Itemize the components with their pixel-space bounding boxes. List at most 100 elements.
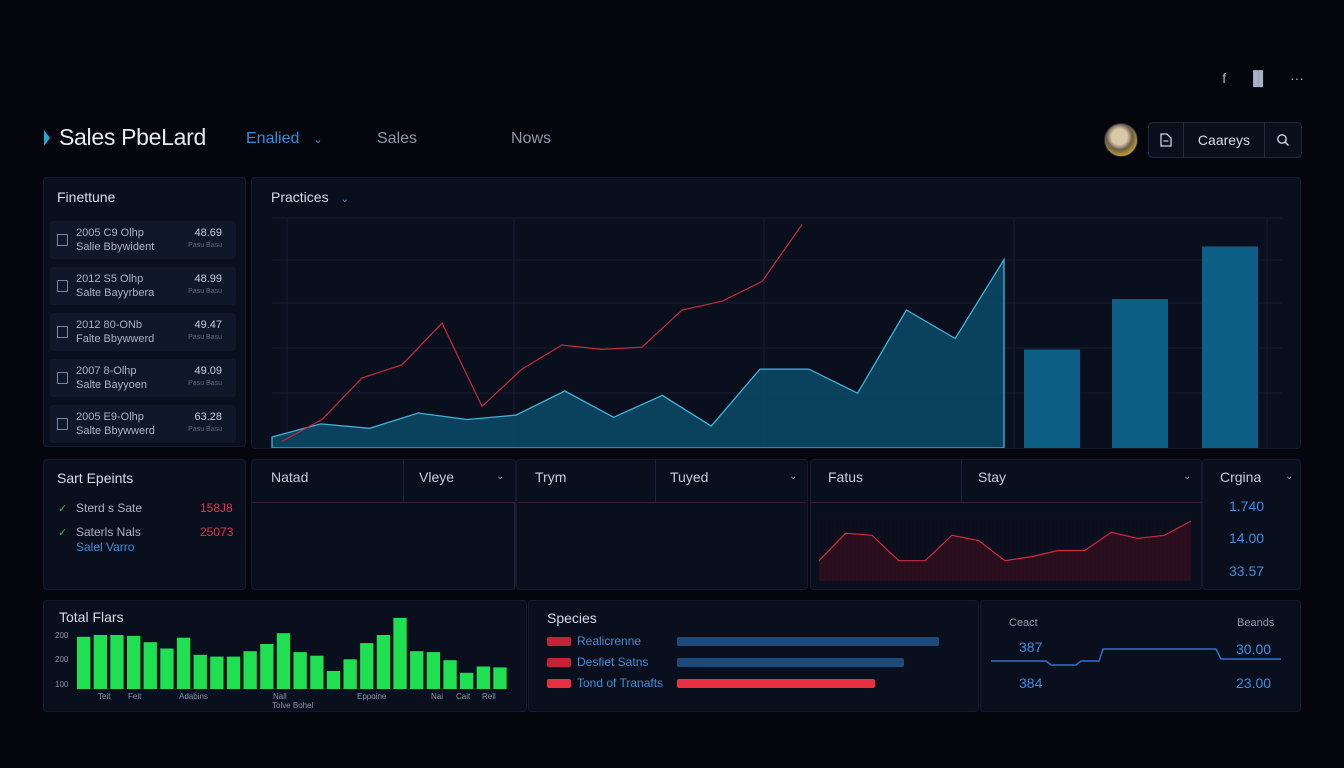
y-tick: 200 [55, 631, 69, 640]
right-value: 30.00 [1236, 641, 1272, 657]
account-button[interactable]: Caareys [1184, 123, 1265, 157]
right-value: 23.00 [1236, 675, 1272, 691]
bar [426, 652, 440, 689]
bar [1024, 349, 1080, 448]
chevron-down-icon[interactable]: ⌄ [1285, 471, 1294, 482]
avatar[interactable] [1104, 123, 1138, 157]
facebook-icon[interactable]: f [1222, 70, 1227, 86]
bars-icon[interactable]: ▐▌ [1248, 70, 1268, 86]
bar [476, 666, 490, 689]
species-panel: Species Realicrenne Desfiet Satns Tond of … [528, 600, 979, 712]
kpi-value: 14.00 [1229, 530, 1265, 546]
species-title: Species [547, 610, 597, 626]
item-title: 2012 S5 Olhp [76, 273, 144, 285]
table-panel-2: Trym Tuyed ⌄ [516, 459, 808, 590]
check-icon: ✓ [58, 527, 68, 539]
left-value: 384 [1019, 675, 1043, 691]
sparkline-panel: Fatus Stay ⌄ [810, 459, 1202, 590]
bar [493, 667, 507, 689]
legend-swatch [547, 679, 571, 688]
list-item[interactable]: 2005 C9 Olhp Salie Bbywident 48.69 Pasu … [50, 221, 236, 259]
list-item[interactable]: 2012 S5 Olhp Salte Bayyrbera 48.99 Pasu … [50, 267, 236, 305]
item-value: 49.47 [194, 319, 222, 331]
event-label: Sterd s Sate [76, 501, 143, 515]
search-button[interactable] [1265, 123, 1301, 157]
item-note: Pasu Basu [188, 242, 222, 249]
item-note: Pasu Basu [188, 334, 222, 341]
species-bar [677, 679, 875, 688]
chevron-down-icon[interactable]: ⌄ [1183, 471, 1192, 482]
kpi-value: 1.740 [1229, 498, 1265, 514]
column-header[interactable]: Natad [271, 469, 309, 485]
document-icon [57, 372, 68, 384]
event-value: 158J8 [200, 501, 233, 515]
species-label: Desfiet Satns [577, 655, 649, 669]
left-label: Ceact [1009, 617, 1038, 629]
column-header[interactable]: Crgina [1220, 469, 1262, 485]
column-header[interactable]: Vleye [419, 469, 455, 485]
item-subtitle: Salte Bayyrbera [76, 287, 155, 299]
nav-item-nows[interactable]: Nows [511, 130, 552, 147]
y-tick: 100 [55, 680, 69, 689]
right-label: Beands [1237, 617, 1275, 629]
column-header[interactable]: Fatus [828, 469, 864, 485]
step-line-chart [991, 648, 1281, 666]
item-subtitle: Salte Bayyoen [76, 379, 147, 391]
item-note: Pasu Basu [188, 426, 222, 433]
item-value: 48.69 [194, 227, 222, 239]
x-tick: Nai [431, 692, 444, 701]
bar [410, 651, 424, 689]
bar [160, 648, 174, 689]
item-value: 63.28 [194, 411, 222, 423]
list-item[interactable]: 2012 80-ONb Falte Bbywwerd 49.47 Pasu Ba… [50, 313, 236, 351]
x-tick: Adabins [179, 692, 208, 701]
events-title: Sart Epeints [57, 470, 134, 486]
bar [93, 635, 107, 689]
chevron-down-icon[interactable]: ⌄ [789, 471, 798, 482]
item-subtitle: Salie Bbywident [76, 241, 155, 253]
list-item[interactable]: 2007 8-Olhp Salte Bayyoen 49.09 Pasu Bas… [50, 359, 236, 397]
column-header[interactable]: Trym [535, 469, 567, 485]
document-button[interactable] [1149, 123, 1184, 157]
event-label: Saterls Nals [76, 525, 141, 539]
header-actions: Caareys [1104, 122, 1302, 158]
x-tick: Eppoine [357, 692, 387, 701]
practices-chart [271, 217, 1282, 448]
bar [127, 635, 141, 689]
divider [514, 502, 515, 589]
species-label: Tond of Tranafts [577, 676, 664, 690]
bar [326, 671, 341, 689]
practices-dropdown[interactable]: Practices ⌄ [271, 189, 349, 205]
red-line-series [281, 224, 803, 442]
list-item[interactable]: 2005 E9-Olhp Salte Bbywwerd 63.28 Pasu B… [50, 405, 236, 443]
column-header[interactable]: Tuyed [670, 469, 709, 485]
more-icon[interactable]: ··· [1290, 70, 1304, 86]
column-header[interactable]: Stay [978, 469, 1007, 485]
total-panel: Total Flars 200 200 100 Teit Feit Adabin… [43, 600, 527, 712]
finetune-title: Finettune [57, 189, 116, 205]
item-value: 49.09 [194, 365, 222, 377]
logo-icon [44, 129, 50, 146]
species-bar [677, 637, 939, 646]
kpi-value: 33.57 [1229, 563, 1265, 579]
divider [655, 460, 656, 502]
bar [176, 637, 191, 689]
table-panel-1: Natad Vleye ⌄ [251, 459, 516, 590]
sparkline-series [818, 520, 1192, 562]
species-bar [677, 658, 904, 667]
total-title: Total Flars [59, 609, 124, 625]
bar [276, 633, 291, 689]
area-series [271, 257, 1005, 448]
brand: Sales PbeLard [44, 124, 206, 151]
x-tick: Feit [128, 692, 142, 701]
bar [210, 656, 224, 689]
bar [193, 654, 207, 689]
item-note: Pasu Basu [188, 288, 222, 295]
nav-item-enalied[interactable]: Enalied ⌄ [246, 130, 323, 148]
divider [403, 460, 404, 502]
bar [343, 659, 357, 689]
divider [961, 460, 962, 502]
bar [1202, 246, 1258, 448]
chevron-down-icon[interactable]: ⌄ [496, 471, 505, 482]
nav-item-sales[interactable]: Sales [377, 130, 418, 147]
